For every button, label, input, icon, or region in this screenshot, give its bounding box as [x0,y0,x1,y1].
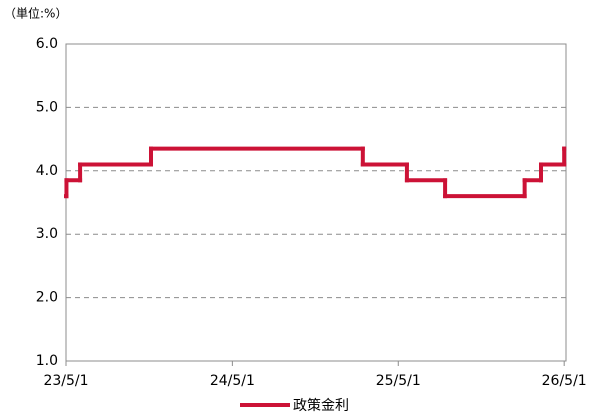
x-tick-label: 23/5/1 [43,373,88,389]
legend-label: 政策金利 [293,397,349,414]
y-tick-label: 2.0 [36,290,58,306]
plot-frame [65,43,567,362]
x-tick-label: 26/5/1 [542,373,587,389]
y-tick-label: 1.0 [36,353,58,369]
x-tick-label: 24/5/1 [210,373,255,389]
y-tick-label: 3.0 [36,226,58,242]
y-tick-label: 6.0 [36,36,58,52]
unit-label: （単位:%） [4,6,67,21]
x-tick-label: 25/5/1 [376,373,421,389]
y-tick-label: 5.0 [36,99,58,115]
y-tick-label: 4.0 [36,163,58,179]
